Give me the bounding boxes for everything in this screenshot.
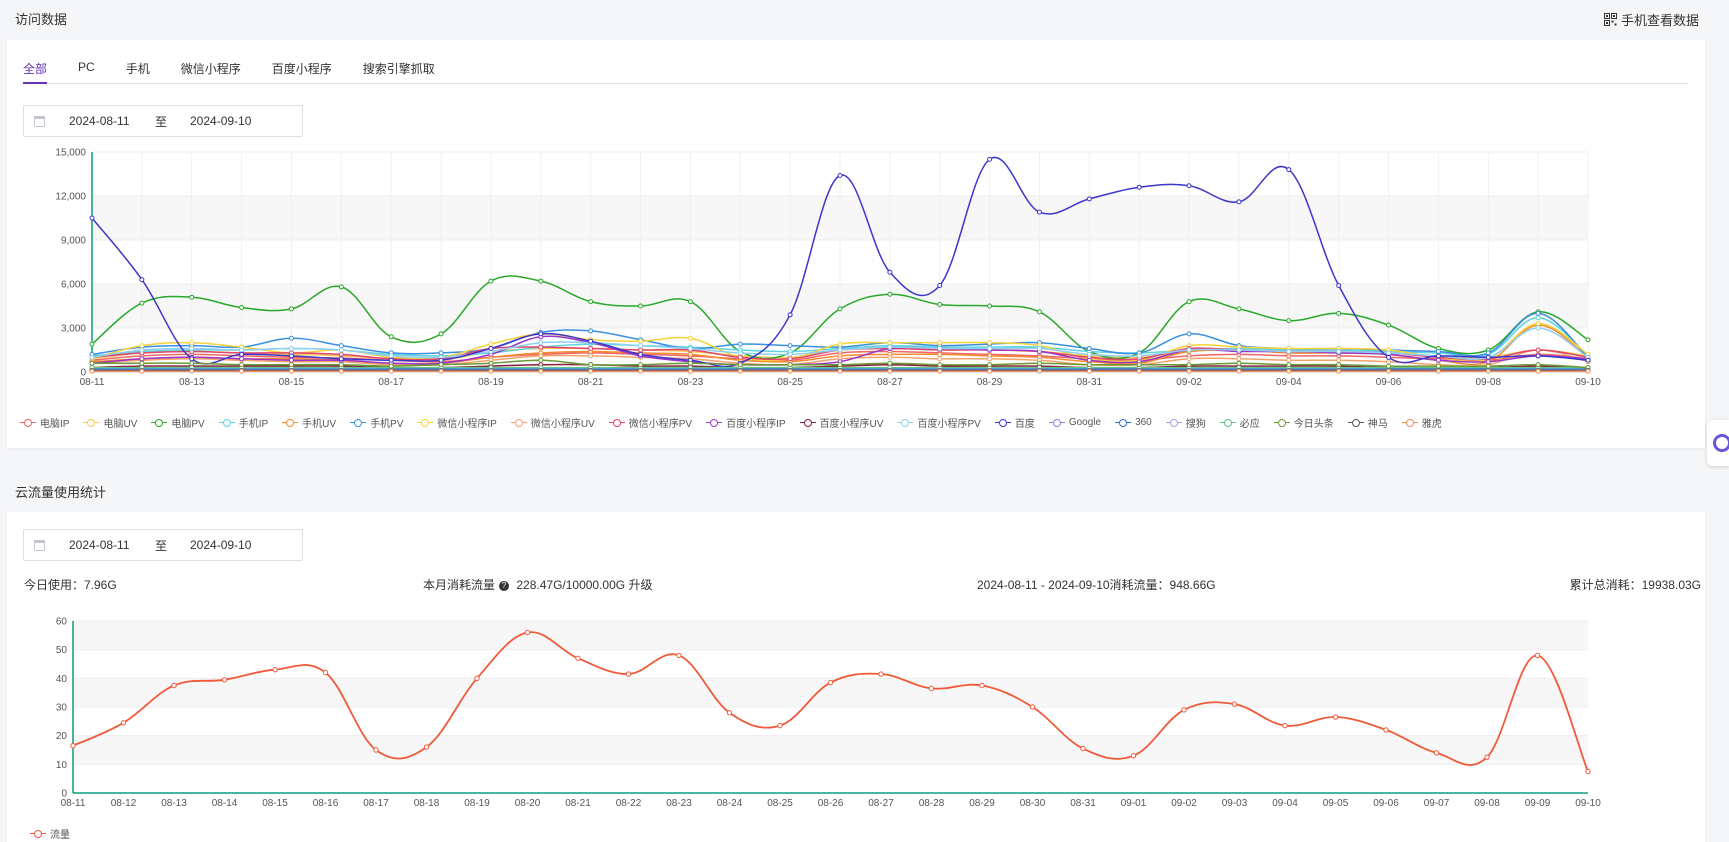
- flow-legend: 流量: [30, 826, 70, 841]
- data-point[interactable]: [424, 745, 428, 749]
- y-tick-label: 50: [56, 645, 68, 656]
- x-tick-label: 08-26: [818, 798, 844, 809]
- data-point[interactable]: [1182, 708, 1186, 712]
- data-point[interactable]: [1030, 705, 1034, 709]
- x-tick-label: 08-27: [868, 798, 894, 809]
- data-point[interactable]: [1081, 746, 1085, 750]
- x-tick-label: 09-01: [1121, 798, 1147, 809]
- x-tick-label: 08-17: [363, 798, 389, 809]
- x-tick-label: 09-02: [1171, 798, 1197, 809]
- data-point[interactable]: [1232, 702, 1236, 706]
- data-point[interactable]: [475, 676, 479, 680]
- x-tick-label: 08-14: [212, 798, 238, 809]
- x-tick-label: 08-18: [414, 798, 440, 809]
- x-tick-label: 09-03: [1222, 798, 1248, 809]
- flow-legend-label: 流量: [50, 826, 70, 841]
- x-tick-label: 08-11: [61, 798, 86, 809]
- x-tick-label: 09-08: [1474, 798, 1500, 809]
- data-point[interactable]: [677, 653, 681, 657]
- x-tick-label: 08-13: [161, 798, 187, 809]
- x-tick-label: 09-05: [1323, 798, 1349, 809]
- grid-band: [73, 621, 1588, 650]
- data-point[interactable]: [1384, 728, 1388, 732]
- data-point[interactable]: [323, 670, 327, 674]
- y-tick-label: 20: [56, 731, 68, 742]
- x-tick-label: 08-19: [464, 798, 490, 809]
- x-tick-label: 09-06: [1373, 798, 1399, 809]
- data-point[interactable]: [576, 656, 580, 660]
- y-tick-label: 30: [56, 703, 68, 714]
- data-point[interactable]: [1535, 653, 1539, 657]
- x-tick-label: 08-29: [969, 798, 995, 809]
- data-point[interactable]: [1485, 755, 1489, 759]
- data-point[interactable]: [222, 678, 226, 682]
- x-tick-label: 09-07: [1424, 798, 1450, 809]
- x-tick-label: 08-23: [666, 798, 692, 809]
- headset-icon: [1713, 434, 1729, 452]
- data-point[interactable]: [1586, 769, 1590, 773]
- x-tick-label: 08-15: [262, 798, 288, 809]
- x-tick-label: 08-25: [767, 798, 793, 809]
- x-tick-label: 09-09: [1525, 798, 1551, 809]
- data-point[interactable]: [980, 683, 984, 687]
- x-tick-label: 08-16: [313, 798, 339, 809]
- data-point[interactable]: [374, 748, 378, 752]
- data-point[interactable]: [778, 723, 782, 727]
- data-point[interactable]: [172, 683, 176, 687]
- data-point[interactable]: [1131, 754, 1135, 758]
- x-tick-label: 08-21: [565, 798, 591, 809]
- data-point[interactable]: [525, 630, 529, 634]
- x-tick-label: 08-31: [1070, 798, 1096, 809]
- x-tick-label: 08-22: [616, 798, 642, 809]
- data-point[interactable]: [273, 668, 277, 672]
- x-tick-label: 09-10: [1575, 798, 1601, 809]
- x-tick-label: 08-24: [717, 798, 743, 809]
- x-tick-label: 08-12: [111, 798, 137, 809]
- support-widget[interactable]: [1707, 420, 1729, 466]
- data-point[interactable]: [828, 680, 832, 684]
- data-point[interactable]: [1434, 751, 1438, 755]
- grid-band: [73, 736, 1588, 765]
- x-tick-label: 08-28: [919, 798, 945, 809]
- x-tick-label: 08-30: [1020, 798, 1046, 809]
- data-point[interactable]: [879, 672, 883, 676]
- data-point[interactable]: [1333, 715, 1337, 719]
- data-point[interactable]: [626, 672, 630, 676]
- y-tick-label: 10: [56, 760, 68, 771]
- data-point[interactable]: [121, 721, 125, 725]
- x-tick-label: 09-04: [1272, 798, 1298, 809]
- data-point[interactable]: [71, 744, 75, 748]
- data-point[interactable]: [727, 711, 731, 715]
- data-point[interactable]: [929, 686, 933, 690]
- legend-marker-icon: [30, 829, 46, 839]
- data-point[interactable]: [1283, 723, 1287, 727]
- x-tick-label: 08-20: [515, 798, 541, 809]
- y-tick-label: 60: [56, 617, 68, 628]
- y-tick-label: 40: [56, 674, 68, 685]
